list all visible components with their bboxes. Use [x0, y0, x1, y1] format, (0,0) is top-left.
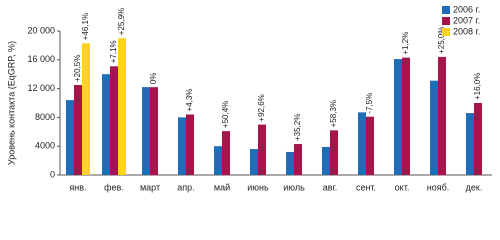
- growth-label: +1,2%: [401, 32, 410, 55]
- legend-label: 2006 г.: [453, 4, 480, 14]
- x-tick-label: фев.: [104, 182, 124, 192]
- x-tick-label: окт.: [395, 182, 410, 192]
- growth-label: +50,4%: [221, 101, 230, 128]
- y-axis-title: Уровень контакта (EqGRP, %): [6, 41, 16, 165]
- x-tick-label: нояб.: [427, 182, 450, 192]
- bar: [430, 80, 438, 175]
- bar: [214, 146, 222, 175]
- x-tick-label: апр.: [177, 182, 194, 192]
- bar: [74, 85, 82, 175]
- y-tick-label: 0: [50, 169, 55, 179]
- bar: [358, 112, 366, 175]
- growth-label: +4,3%: [185, 89, 194, 112]
- bar: [250, 149, 258, 175]
- bar: [394, 59, 402, 175]
- x-tick-label: дек.: [466, 182, 483, 192]
- y-tick-label: 4000: [35, 141, 55, 151]
- bar: [466, 113, 474, 175]
- y-tick-label: 16 000: [27, 54, 55, 64]
- bar: [366, 116, 374, 175]
- x-tick-label: сент.: [356, 182, 376, 192]
- chart: Уровень контакта (EqGRP, %) 0 4000 8000 12 …: [6, 4, 492, 192]
- x-tick-label: янв.: [69, 182, 86, 192]
- bar: [178, 117, 186, 175]
- growth-label: -7,5%: [365, 93, 374, 114]
- growth-label: +25,9%: [117, 8, 126, 35]
- bar: [118, 38, 126, 176]
- bar: [222, 131, 230, 175]
- bar: [186, 114, 194, 175]
- bar: [286, 151, 294, 175]
- growth-label: +92,6%: [257, 94, 266, 121]
- bar: [438, 56, 446, 175]
- growth-label: +16,0%: [473, 73, 482, 100]
- x-tick-label: июнь: [247, 182, 269, 192]
- y-tick-label: 8000: [35, 112, 55, 122]
- growth-label: +25,0%: [437, 27, 446, 54]
- bar: [66, 100, 74, 175]
- growth-label: +46,1%: [81, 13, 90, 40]
- bar: [322, 146, 330, 175]
- growth-label: +7,1%: [109, 40, 118, 63]
- bar: [294, 144, 302, 175]
- legend-swatch: [442, 6, 450, 14]
- y-tick-label: 20 000: [27, 25, 55, 35]
- legend-label: 2008 г.: [453, 26, 480, 36]
- bar: [402, 57, 410, 175]
- legend-swatch: [442, 17, 450, 25]
- growth-label: +20,5%: [73, 55, 82, 82]
- bar: [150, 87, 158, 175]
- growth-label: +58,3%: [329, 100, 338, 127]
- bar: [102, 74, 110, 175]
- bar: [258, 124, 266, 175]
- legend-label: 2007 г.: [453, 15, 480, 25]
- x-tick-label: июль: [283, 182, 305, 192]
- bar: [330, 130, 338, 175]
- growth-label: 0%: [149, 73, 158, 85]
- bar: [142, 87, 150, 175]
- x-tick-label: май: [214, 182, 230, 192]
- y-tick-label: 12 000: [27, 83, 55, 93]
- bar: [474, 103, 482, 175]
- page: Уровень контакта (EqGRP, %) 0 4000 8000 12 …: [6, 4, 492, 193]
- growth-label: +35,2%: [293, 114, 302, 141]
- x-tick-label: март: [140, 182, 160, 192]
- bar: [110, 66, 118, 175]
- bar: [82, 43, 90, 175]
- legend-swatch: [442, 28, 450, 36]
- x-tick-label: авг.: [323, 182, 337, 192]
